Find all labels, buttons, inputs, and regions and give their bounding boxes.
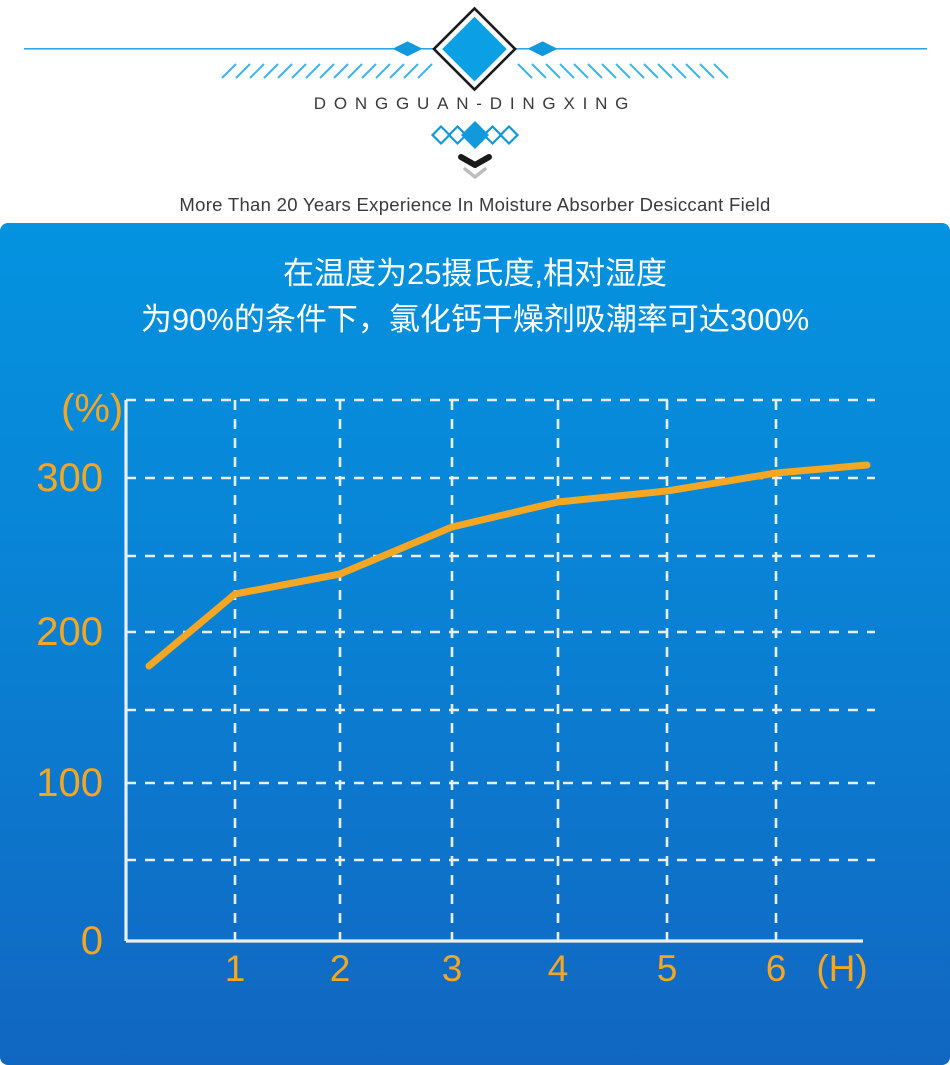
svg-text:3: 3 <box>442 948 463 989</box>
svg-text:6: 6 <box>766 948 787 989</box>
svg-text:0: 0 <box>81 919 103 963</box>
svg-text:2: 2 <box>330 948 351 989</box>
svg-text:1: 1 <box>225 948 246 989</box>
svg-text:5: 5 <box>657 948 678 989</box>
svg-text:300: 300 <box>36 456 103 500</box>
svg-text:100: 100 <box>36 761 103 805</box>
svg-text:4: 4 <box>548 948 569 989</box>
svg-text:(H): (H) <box>816 948 867 989</box>
svg-text:200: 200 <box>36 610 103 654</box>
svg-text:(%): (%) <box>61 387 123 431</box>
